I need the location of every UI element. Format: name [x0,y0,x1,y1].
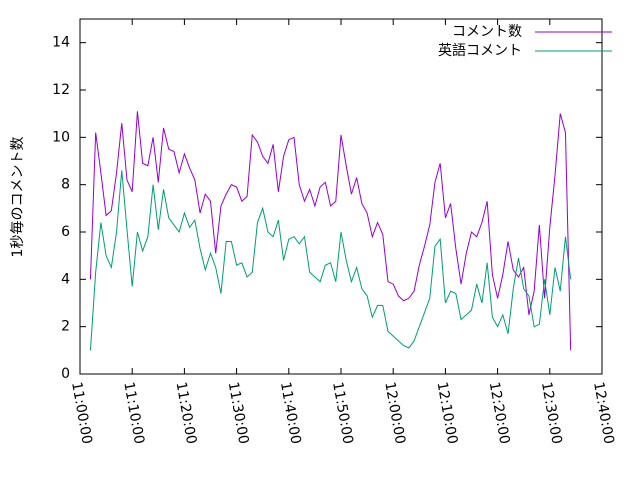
legend-label: コメント数 [452,24,522,40]
legend-label: 英語コメント [438,42,522,59]
x-tick-label: 11:20:00 [173,381,200,446]
x-tick-label: 12:00:00 [381,381,408,446]
y-tick-label: 8 [61,177,70,193]
x-tick-label: 12:30:00 [538,381,565,446]
x-tick-label: 11:40:00 [277,381,304,446]
x-tick-label: 12:40:00 [590,381,617,446]
x-tick-label: 11:00:00 [68,381,95,446]
x-tick-label: 11:30:00 [225,381,252,446]
x-tick-label: 12:20:00 [486,381,513,446]
y-tick-label: 14 [52,35,70,51]
x-tick-label: 11:10:00 [120,381,147,446]
plot-border [79,18,603,375]
series-line [89,170,572,351]
y-tick-label: 12 [52,82,70,98]
x-tick-label: 11:50:00 [329,381,356,446]
y-tick-label: 6 [61,224,70,240]
y-tick-label: 2 [61,319,70,335]
x-tick-label: 12:10:00 [434,381,461,446]
y-tick-label: 10 [52,129,70,145]
series-line [89,111,572,351]
y-tick-label: 0 [61,366,70,382]
y-axis-label: 1秒毎のコメント数 [10,137,26,258]
y-tick-label: 4 [61,271,70,287]
